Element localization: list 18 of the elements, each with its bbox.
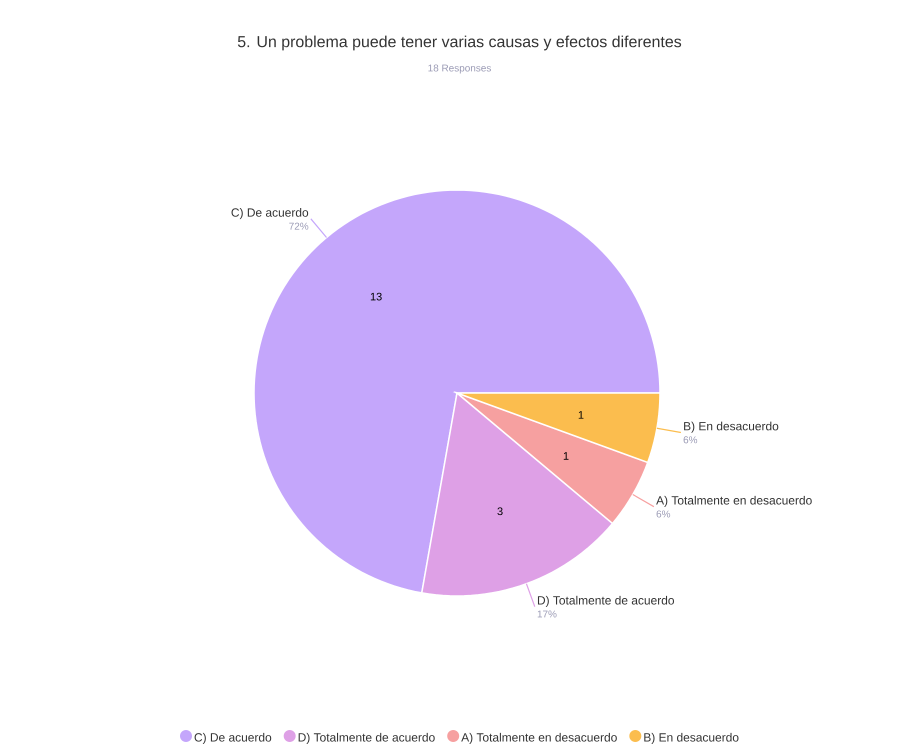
slice-label: D) Totalmente de acuerdo	[538, 596, 674, 607]
slice-label: A) Totalmente en desacuerdo	[656, 496, 812, 507]
slice-label: B) En desacuerdo	[684, 422, 778, 433]
text: 6%	[656, 510, 670, 518]
chart-title: 5. Un problema puede tener varias causas y efectos diferentes	[238, 36, 682, 50]
chart-subtitle: 18 Responses	[428, 64, 491, 74]
slice-label: C) De acuerdo	[232, 208, 308, 220]
text: 72%	[289, 222, 308, 230]
data-label: 13	[370, 292, 382, 300]
data-label: 1	[578, 411, 584, 419]
legend-label: A) Totalmente en desacuerdo	[461, 732, 617, 744]
text: 17%	[538, 610, 557, 618]
data-label: 1	[564, 452, 569, 460]
text: 6%	[684, 436, 698, 444]
legend-label: B) En desacuerdo	[644, 732, 738, 744]
data-label: 3	[497, 507, 503, 516]
legend-label: C) De acuerdo	[194, 732, 272, 744]
legend-label: D) Totalmente de acuerdo	[298, 732, 435, 744]
